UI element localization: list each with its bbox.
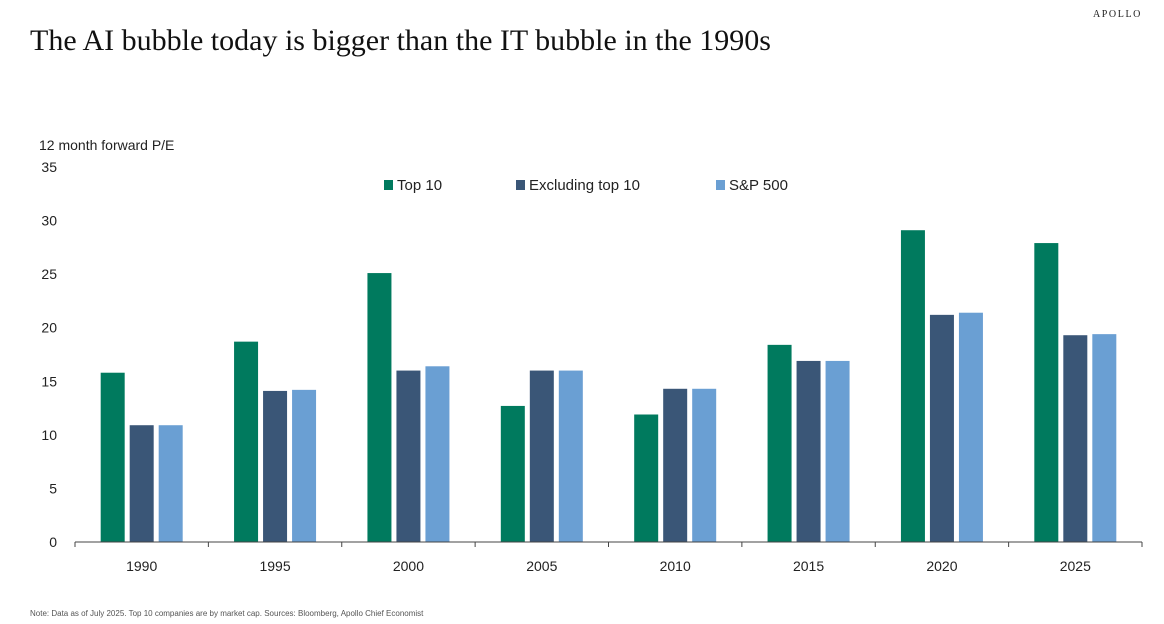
bar-s-p-500-2005 — [558, 370, 583, 542]
y-tick-label: 20 — [41, 320, 57, 336]
legend-label: Top 10 — [397, 177, 442, 194]
y-tick-label: 30 — [41, 213, 57, 229]
legend-swatch — [384, 180, 393, 190]
bar-s-p-500-1995 — [292, 389, 317, 542]
legend: Top 10 Excluding top 10 S&P 500 — [384, 177, 788, 194]
bar-excluding-top-10-2005 — [529, 370, 554, 542]
bar-excluding-top-10-2025 — [1063, 335, 1088, 542]
legend-swatch — [516, 180, 525, 190]
bar-excluding-top-10-1990 — [129, 425, 154, 542]
y-tick-label: 25 — [41, 266, 57, 282]
y-axis-label: 12 month forward P/E — [39, 137, 175, 153]
x-tick-label: 1990 — [126, 558, 157, 574]
x-tick-label: 2000 — [393, 558, 424, 574]
bar-s-p-500-2020 — [958, 312, 983, 542]
bar-excluding-top-10-2000 — [396, 370, 421, 542]
apollo-logo: APOLLO — [1092, 9, 1142, 20]
x-tick-label: 2010 — [660, 558, 691, 574]
bar-s-p-500-2010 — [692, 388, 717, 542]
bar-top-10-2010 — [634, 414, 659, 542]
x-tick-label: 1995 — [259, 558, 290, 574]
chart-title: The AI bubble today is bigger than the I… — [30, 24, 771, 57]
x-tick-label: 2015 — [793, 558, 824, 574]
bar-top-10-2000 — [367, 273, 392, 542]
legend-label: S&P 500 — [729, 177, 788, 194]
y-tick-label: 15 — [41, 373, 57, 389]
x-axis: 1990 1995 2000 2005 2010 2015 2020 2025 — [74, 541, 1143, 574]
y-tick-label: 0 — [49, 534, 57, 550]
y-axis: 0 5 10 15 20 25 30 35 — [41, 159, 57, 550]
x-tick-label: 2025 — [1060, 558, 1091, 574]
bar-excluding-top-10-2010 — [663, 388, 688, 542]
bar-top-10-2020 — [900, 230, 925, 542]
bar-excluding-top-10-2020 — [929, 314, 954, 542]
x-tick-label: 2020 — [926, 558, 957, 574]
bar-s-p-500-2015 — [825, 360, 850, 542]
y-tick-label: 35 — [41, 159, 57, 175]
bar-excluding-top-10-1995 — [263, 390, 288, 542]
legend-swatch — [716, 180, 725, 190]
bar-top-10-2015 — [767, 344, 792, 542]
x-tick-label: 2005 — [526, 558, 557, 574]
y-tick-label: 10 — [41, 427, 57, 443]
y-tick-label: 5 — [49, 480, 57, 496]
bar-top-10-1995 — [234, 341, 259, 542]
bar-top-10-2005 — [500, 405, 525, 542]
legend-label: Excluding top 10 — [529, 177, 640, 194]
bar-excluding-top-10-2015 — [796, 360, 821, 542]
footnote: Note: Data as of July 2025. Top 10 compa… — [30, 609, 424, 618]
bar-top-10-1990 — [100, 372, 125, 542]
bars — [100, 230, 1117, 543]
bar-s-p-500-2025 — [1092, 334, 1117, 542]
bar-top-10-2025 — [1034, 243, 1059, 543]
bar-s-p-500-1990 — [158, 425, 183, 542]
bar-s-p-500-2000 — [425, 366, 450, 542]
